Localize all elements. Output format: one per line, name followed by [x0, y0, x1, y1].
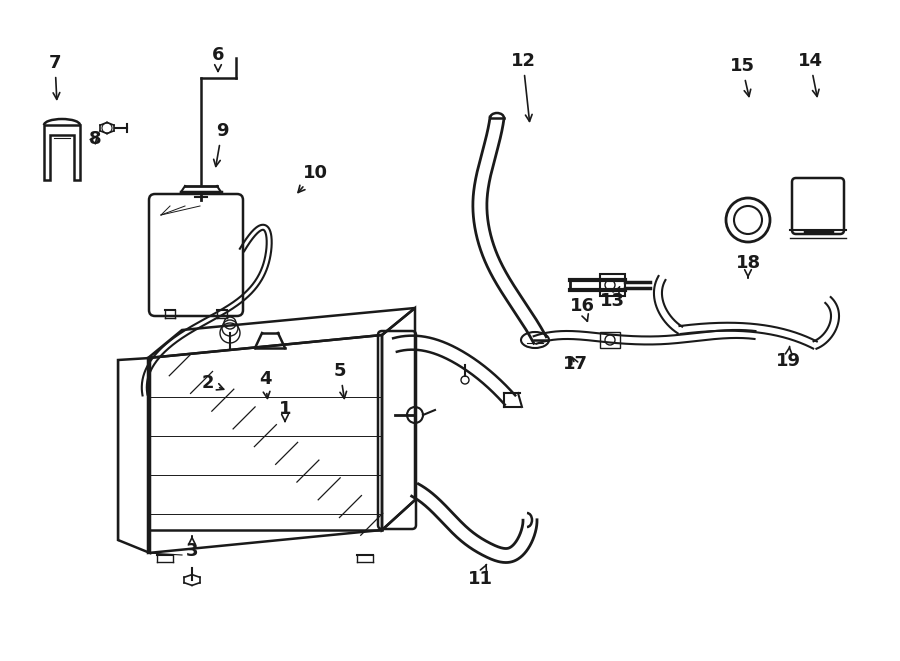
Text: 18: 18	[735, 254, 760, 278]
Text: 19: 19	[776, 346, 800, 370]
Text: 11: 11	[467, 564, 492, 588]
Text: 2: 2	[202, 374, 224, 392]
Text: 4: 4	[259, 370, 271, 399]
Text: 14: 14	[797, 52, 823, 97]
Text: 17: 17	[562, 355, 588, 373]
Text: 3: 3	[185, 536, 198, 560]
Text: 1: 1	[279, 400, 292, 422]
Text: 6: 6	[212, 46, 224, 71]
Text: 9: 9	[213, 122, 229, 167]
Text: 15: 15	[730, 57, 754, 97]
Text: 8: 8	[89, 130, 102, 148]
Text: 12: 12	[510, 52, 536, 122]
Text: 16: 16	[570, 297, 595, 321]
Text: 7: 7	[49, 54, 61, 99]
Text: 10: 10	[298, 164, 328, 192]
Text: 13: 13	[599, 287, 625, 310]
Text: 5: 5	[334, 362, 346, 399]
